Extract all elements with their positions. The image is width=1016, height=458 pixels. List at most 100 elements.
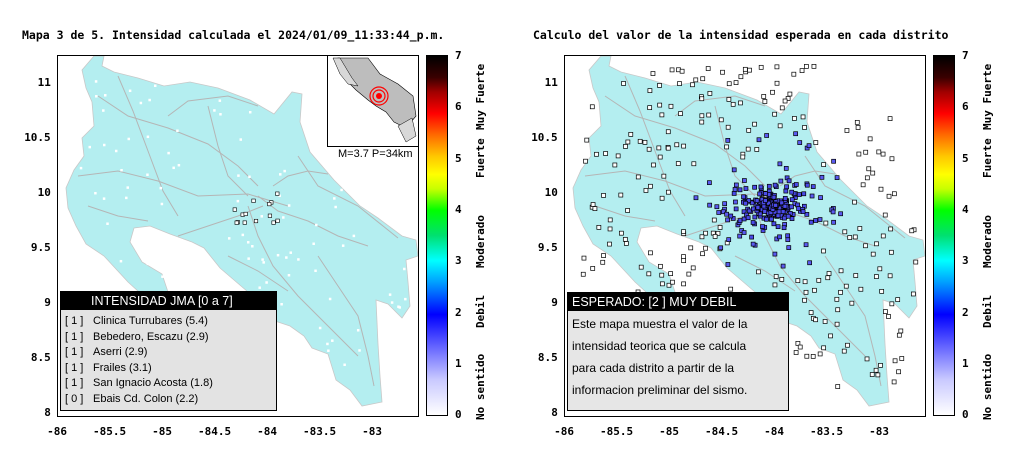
- district-intensity-square: [785, 233, 791, 239]
- district-intensity-square: [789, 189, 795, 195]
- colorbar-word: Debil: [981, 294, 994, 328]
- x-tick-label: -85.5: [600, 425, 634, 438]
- district-intensity-square: [707, 91, 713, 96]
- district-dot: [246, 241, 250, 244]
- district-intensity-square: [681, 229, 686, 234]
- district-intensity-square: [601, 193, 606, 198]
- legend-header: INTENSIDAD JMA [0 a 7]: [61, 292, 276, 310]
- district-intensity-square: [690, 82, 695, 88]
- station-count: [ 1 ]: [65, 315, 84, 327]
- district-dot: [247, 257, 250, 260]
- district-intensity-square: [724, 211, 730, 217]
- district-intensity-square: [651, 162, 656, 168]
- station-item: [ 1 ] San Ignacio Acosta (1.8): [65, 376, 276, 392]
- district-intensity-square: [583, 158, 588, 164]
- district-intensity-square: [580, 271, 586, 277]
- district-dot: [343, 363, 346, 367]
- district-intensity-square: [725, 217, 730, 223]
- district-dot: [160, 202, 164, 206]
- district-intensity-square: [746, 127, 752, 133]
- district-dot: [398, 306, 401, 309]
- y-tick-label: 8.5: [30, 351, 51, 364]
- district-dot: [331, 339, 334, 342]
- district-intensity-square: [818, 195, 823, 200]
- district-intensity-square: [883, 309, 888, 314]
- district-dot: [297, 258, 300, 261]
- inset-caption: M=3.7 P=34km: [338, 148, 413, 160]
- district-intensity-square: [763, 191, 768, 196]
- district-intensity-square: [785, 96, 791, 101]
- district-dot: [358, 349, 361, 352]
- district-intensity-square: [726, 97, 732, 102]
- district-intensity-square: [830, 209, 836, 215]
- district-intensity-square: [661, 173, 667, 179]
- station-list: [ 1 ] Clinica Turrubares (5.4) [ 1 ] Bebede…: [61, 310, 276, 407]
- district-dot: [94, 191, 97, 195]
- colorbar-word: Muy Fuerte: [474, 63, 487, 130]
- district-intensity-square: [784, 184, 789, 190]
- district-dot: [278, 194, 281, 198]
- station-item: [ 1 ] Frailes (3.1): [65, 361, 276, 377]
- district-dot: [119, 259, 123, 263]
- district-intensity-square: [789, 204, 794, 210]
- district-dot: [203, 256, 206, 259]
- colorbar-word: Fuerte: [474, 138, 487, 178]
- district-dot: [127, 137, 131, 141]
- colorbar-number: 3: [962, 254, 969, 268]
- district-intensity-square: [659, 272, 665, 278]
- district-intensity-square: [888, 226, 894, 232]
- district-intensity-square: [878, 362, 883, 368]
- district-intensity-square: [775, 213, 781, 218]
- district-dot: [239, 138, 243, 141]
- district-dot: [103, 143, 106, 147]
- district-intensity-square: [777, 123, 783, 129]
- district-intensity-square: [737, 187, 743, 193]
- colorbar-word: Fuerte: [981, 138, 994, 178]
- district-intensity-square: [834, 175, 840, 180]
- inset-map-graphic: [328, 56, 418, 146]
- x-tick-label: -85: [152, 425, 172, 438]
- colorbar-word: Muy Fuerte: [981, 63, 994, 130]
- district-dot: [280, 302, 283, 306]
- station-label: Frailes (3.1): [93, 361, 152, 374]
- district-intensity-square: [819, 174, 825, 180]
- district-intensity-square: [774, 64, 780, 70]
- district-intensity-square: [813, 140, 819, 145]
- district-intensity-square: [741, 209, 747, 215]
- colorbar-number: 4: [962, 202, 969, 216]
- district-intensity-square: [681, 143, 687, 149]
- district-intensity-square: [752, 214, 758, 220]
- district-intensity-square: [741, 216, 747, 222]
- district-intensity-square: [716, 210, 722, 215]
- district-intensity-square: [745, 146, 751, 152]
- district-intensity-square: [870, 251, 876, 257]
- district-intensity-square: [584, 137, 590, 143]
- district-intensity-square: [822, 319, 828, 324]
- district-intensity-square: [601, 253, 606, 258]
- x-tick-label: -83.5: [303, 425, 337, 438]
- district-intensity-square: [831, 219, 836, 225]
- district-intensity-square: [712, 234, 718, 239]
- district-intensity-square: [622, 236, 628, 242]
- left-map-title: Mapa 3 de 5. Intensidad calculada el 202…: [22, 28, 445, 42]
- station-item: [ 0 ] Ebais Cd. Colon (2.2): [65, 392, 276, 408]
- y-tick-label: 9: [551, 296, 558, 309]
- district-intensity-square: [733, 206, 739, 212]
- district-dot: [276, 253, 280, 257]
- district-dot: [340, 188, 343, 192]
- district-intensity-square: [681, 281, 686, 287]
- district-intensity-square: [670, 279, 675, 285]
- district-intensity-square: [874, 241, 879, 247]
- district-intensity-square: [913, 259, 919, 265]
- district-intensity-square: [754, 147, 760, 152]
- district-intensity-square: [882, 212, 888, 218]
- district-intensity-square: [738, 100, 743, 106]
- district-dot: [352, 234, 356, 238]
- district-intensity-square: [876, 149, 882, 155]
- district-intensity-square: [773, 202, 778, 208]
- district-intensity-square: [772, 282, 778, 288]
- road-line: [117, 75, 179, 217]
- district-intensity-square: [648, 250, 653, 256]
- colorbar-word: No sentido: [981, 353, 994, 420]
- station-label: San Ignacio Acosta (1.8): [93, 377, 213, 389]
